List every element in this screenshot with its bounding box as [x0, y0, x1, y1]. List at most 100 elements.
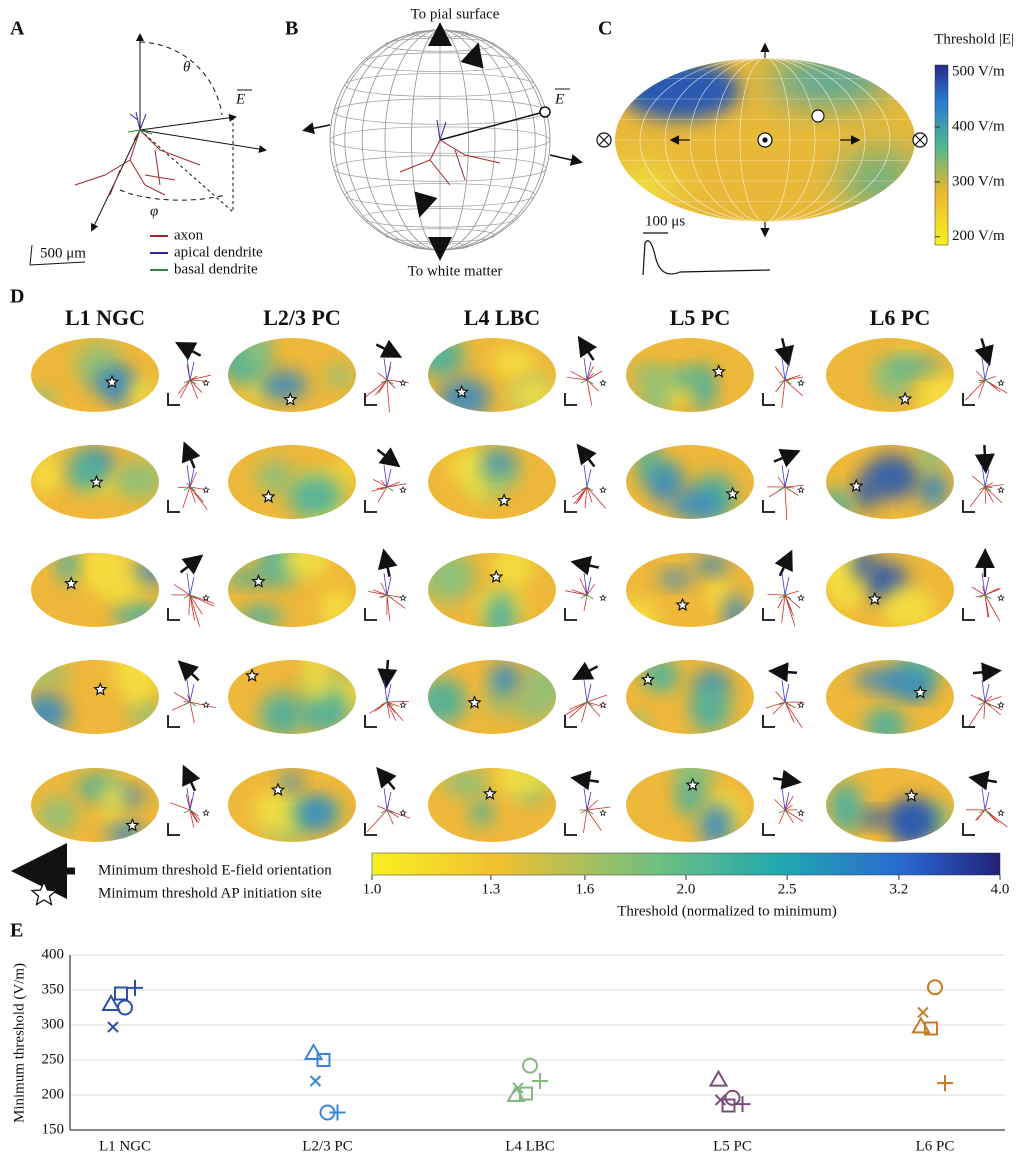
colorbar-tick-label: 1.6: [576, 881, 595, 897]
column-header: L6 PC: [870, 305, 931, 330]
scale-bar: [365, 823, 377, 835]
map-blob: [486, 452, 514, 472]
star: [998, 487, 1004, 492]
threshold-map: [417, 334, 562, 418]
colorbar-tick-label: 500 V/m: [952, 64, 1005, 80]
map-blob: [107, 367, 129, 408]
threshold-map: [25, 765, 165, 845]
marker-square: [115, 988, 127, 1000]
map-blob: [417, 334, 464, 377]
scale-bar: [763, 715, 775, 727]
star: [998, 380, 1004, 385]
map-blob: [67, 453, 106, 491]
threshold-map: [820, 438, 960, 525]
e-field-arrow: [179, 344, 200, 355]
map-blob: [299, 796, 335, 832]
star: [203, 702, 209, 707]
legend-label: Minimum threshold E-field orientation: [98, 862, 332, 878]
map-blob: [699, 803, 733, 847]
legend-label: axon: [174, 227, 204, 243]
neuron-axon: [767, 474, 803, 521]
scale-bar: [168, 823, 180, 835]
scale-bar: [168, 715, 180, 727]
e-field-arrow: [379, 771, 394, 789]
map-blob: [17, 663, 70, 684]
column-header: L1 NGC: [65, 305, 145, 330]
threshold-map: [620, 648, 760, 737]
neuron-dendrite: [384, 788, 391, 810]
marker-triangle: [711, 1072, 727, 1086]
map-blob: [919, 470, 948, 508]
neuron-axon: [775, 796, 804, 824]
colorbar-tick-label: 400 V/m: [952, 118, 1005, 134]
neuron-axon: [768, 591, 801, 626]
star: [400, 702, 406, 707]
marker-x: [108, 1022, 118, 1032]
star: [600, 380, 606, 385]
panel-label: D: [10, 286, 24, 308]
star: [798, 702, 804, 707]
neuron-axon: [178, 472, 208, 510]
x-tick-label: L1 NGC: [99, 1138, 151, 1154]
map-blob: [495, 751, 545, 800]
star: [400, 487, 406, 492]
map-blob: [256, 460, 294, 494]
top-label: To pial surface: [411, 6, 500, 22]
star: [400, 595, 406, 600]
map-blob: [490, 348, 536, 376]
neuron-dendrite: [584, 788, 591, 810]
panel-a: [30, 35, 265, 270]
threshold-map: [820, 765, 960, 845]
e-field-arrow: [580, 448, 595, 467]
neuron-dendrite: [187, 680, 194, 702]
map-blob: [529, 771, 556, 788]
scale-bar: [168, 500, 180, 512]
time-scale: 100 μs: [645, 213, 685, 229]
theta-label: θ: [183, 59, 191, 75]
map-blob: [491, 663, 520, 695]
star: [798, 380, 804, 385]
map-blob: [521, 661, 568, 711]
scale-bar: [963, 500, 975, 512]
e-field-arrow: [973, 778, 997, 782]
marker-x: [311, 1076, 321, 1086]
neuron-dendrite: [384, 465, 391, 487]
star: [400, 380, 406, 385]
scale-bar: [365, 608, 377, 620]
map-blob: [917, 438, 947, 472]
x-tick-label: L2/3 PC: [302, 1138, 352, 1154]
star: [798, 595, 804, 600]
neuron-dendrite: [982, 788, 989, 810]
e-field-arrow: [575, 778, 599, 782]
threshold-map: [222, 765, 362, 845]
star: [998, 810, 1004, 815]
map-blob: [645, 663, 678, 691]
colorbar-tick-label: 2.5: [778, 881, 797, 897]
e-field-arrow: [376, 345, 397, 356]
map-blob: [471, 800, 493, 826]
neuron-dendrite: [187, 788, 194, 810]
colorbar-tick-label: 300 V/m: [952, 173, 1005, 189]
star: [600, 702, 606, 707]
threshold-map: [418, 657, 568, 737]
e-field-arrow: [981, 339, 988, 362]
panel-label: C: [598, 18, 612, 40]
map-blob: [320, 589, 352, 630]
y-tick-label: 250: [42, 1051, 65, 1067]
colorbar-tick-label: 1.3: [481, 881, 500, 897]
threshold-map: [620, 750, 760, 847]
scale-bar: [963, 715, 975, 727]
colorbar-tick-label: 2.0: [677, 881, 696, 897]
scale-bar: [565, 608, 577, 620]
scale-bar: [963, 393, 975, 405]
neuron-dendrite: [187, 573, 194, 595]
star: [798, 487, 804, 492]
column-header: L2/3 PC: [263, 305, 341, 330]
map-base: [422, 765, 562, 845]
e-field-arrow: [773, 778, 797, 782]
scale-bar: [763, 500, 775, 512]
threshold-map: [620, 335, 760, 421]
neuron-axon: [565, 695, 607, 722]
marker-circle: [523, 1059, 537, 1073]
neuron-axon: [972, 586, 1001, 621]
